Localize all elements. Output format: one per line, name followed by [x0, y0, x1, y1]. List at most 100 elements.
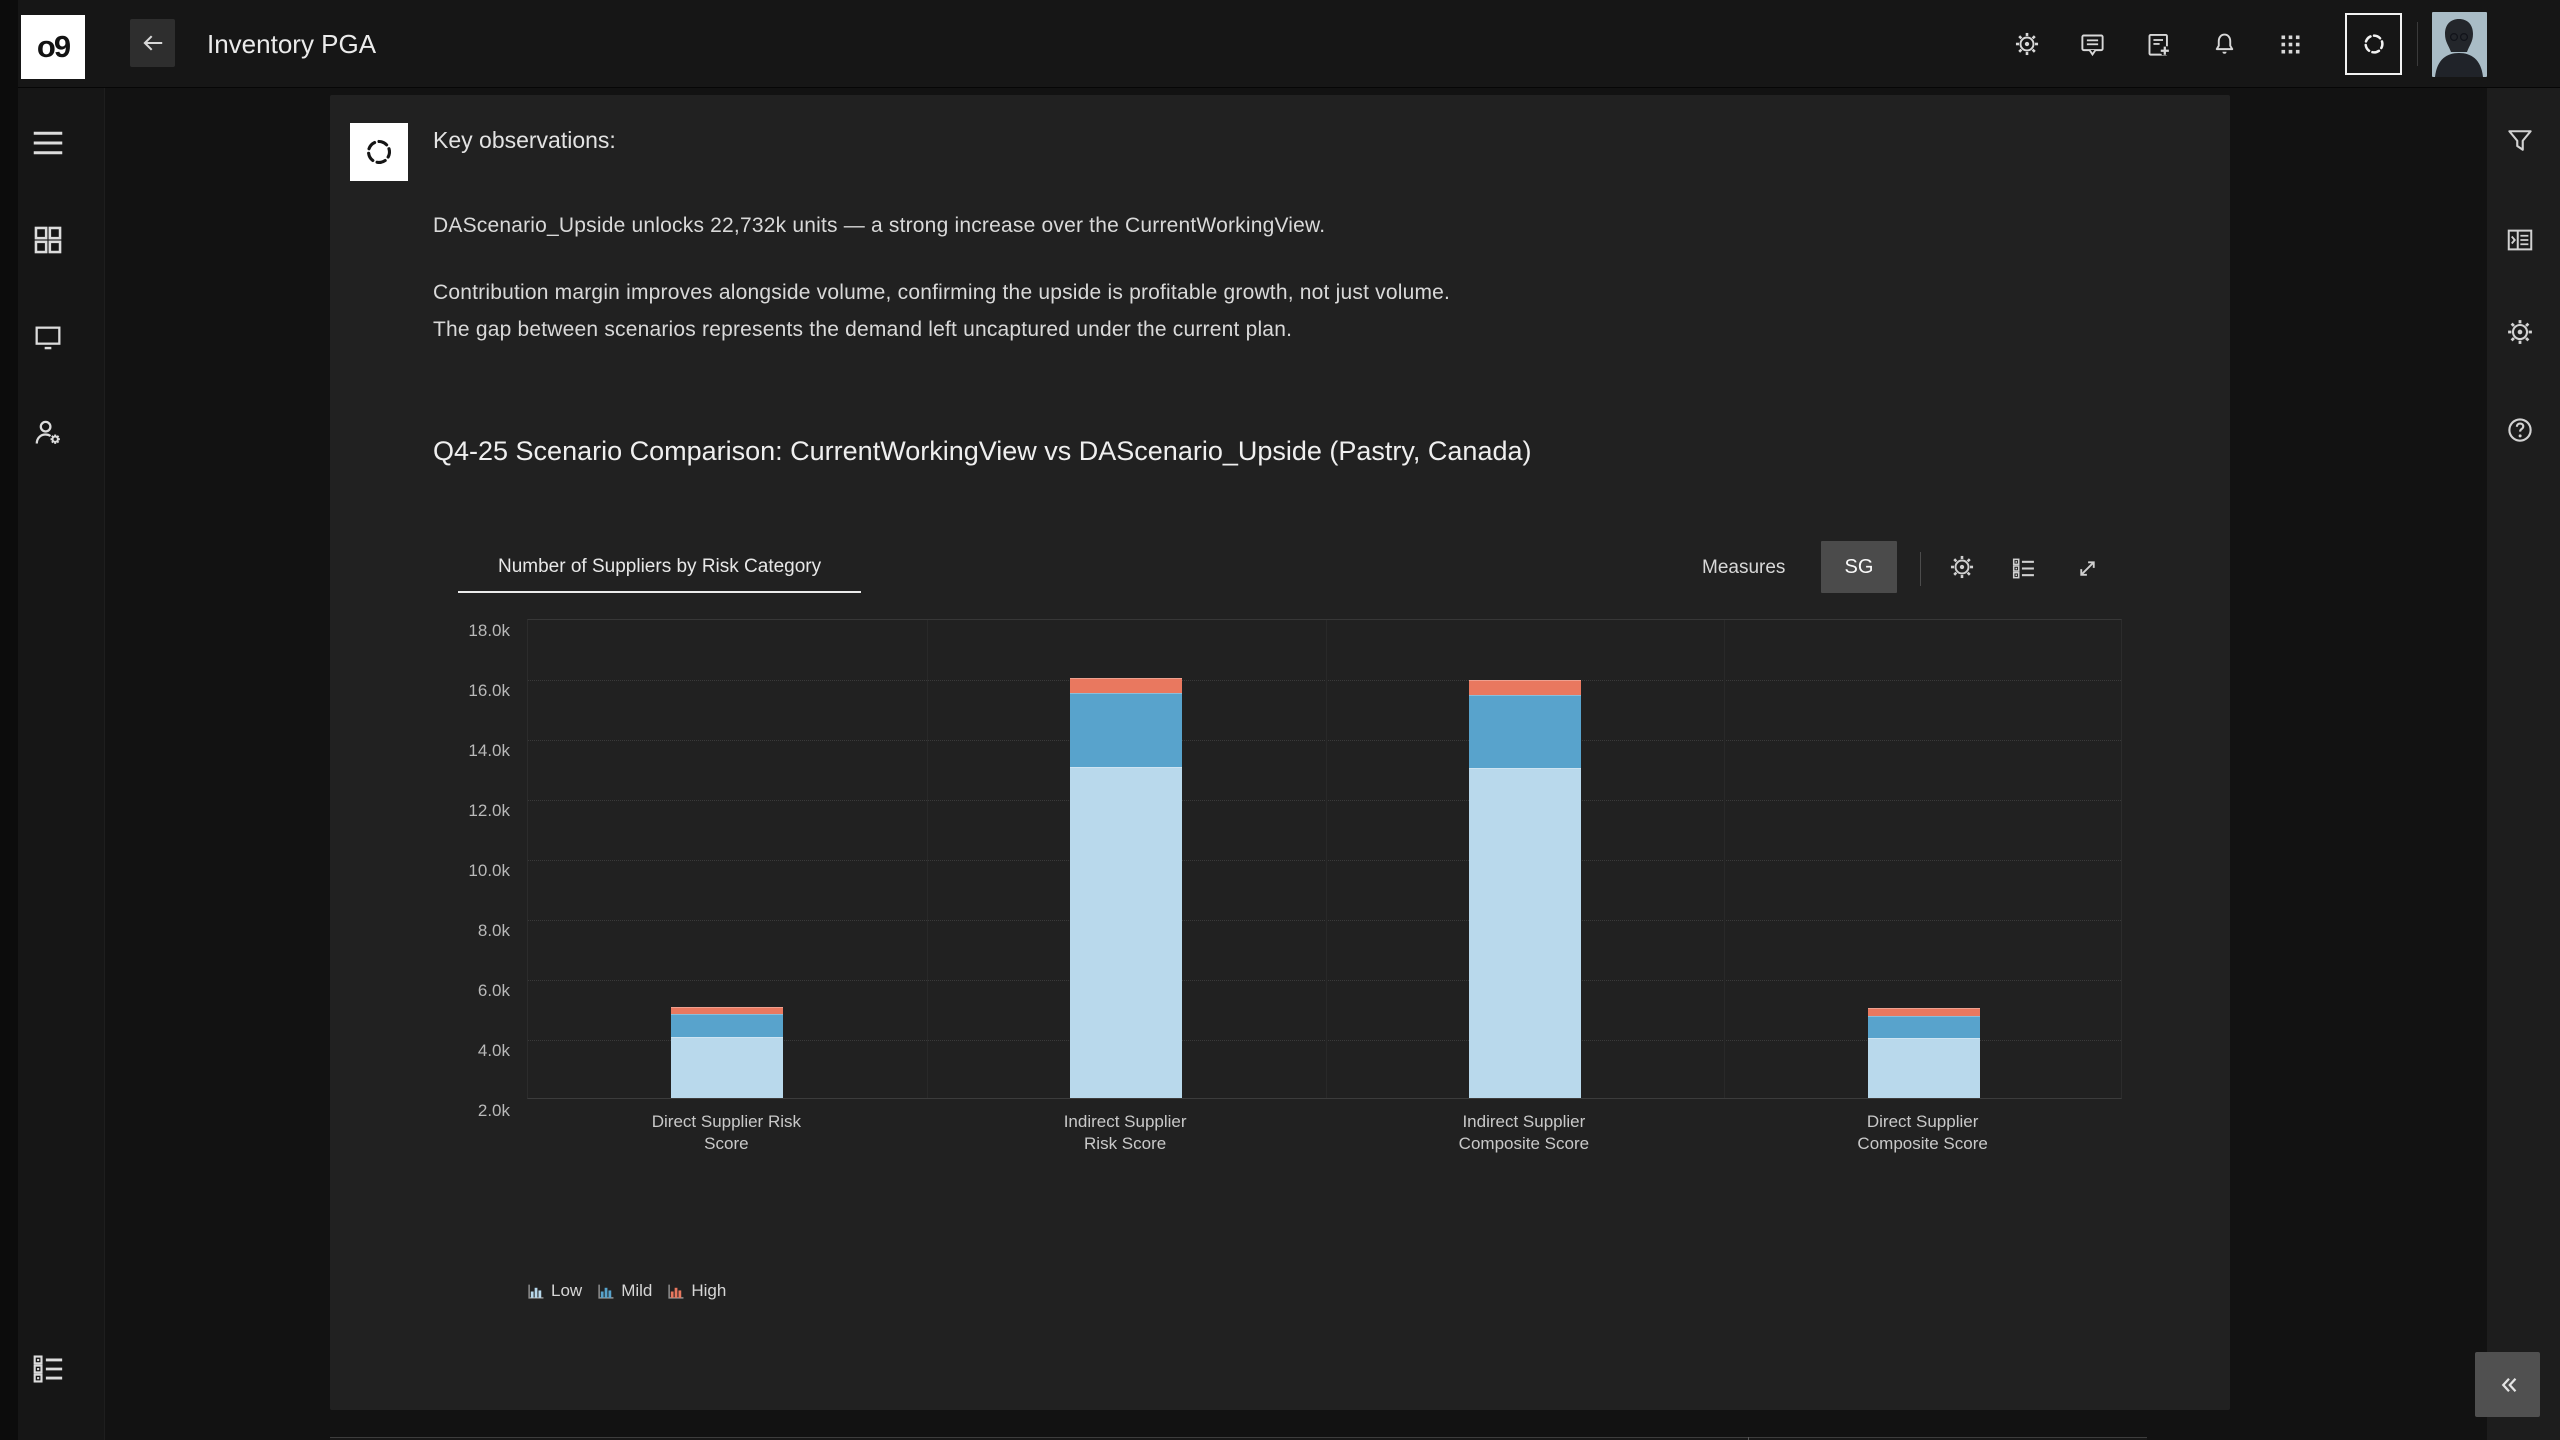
bar-4 [1867, 618, 1980, 1098]
x-axis-label: Indirect Supplier Composite Score [1458, 1112, 1590, 1153]
legend-label: Low [551, 1281, 583, 1300]
sidebar-workspaces-button[interactable] [31, 223, 65, 257]
header-actions [2014, 0, 2304, 88]
y-axis-tick: 4.0k [477, 1041, 510, 1060]
bar-segment-low[interactable] [1867, 1038, 1980, 1098]
help-button[interactable] [2505, 415, 2535, 445]
monitor-icon [32, 321, 64, 353]
y-axis-tick: 16.0k [468, 681, 510, 700]
x-axis-label: Direct Supplier Composite Score [1857, 1112, 1988, 1153]
help-circle-icon [2505, 415, 2535, 445]
legend-label: Mild [621, 1281, 653, 1300]
notifications-button[interactable] [2211, 31, 2238, 58]
gridline-horizontal [528, 860, 2121, 861]
apps-grid-icon [2277, 31, 2304, 58]
observations-title: Key observations: [433, 127, 616, 153]
gear-icon [2014, 31, 2040, 57]
gridline-vertical [926, 620, 928, 1098]
observation-line-3: The gap between scenarios represents the… [433, 318, 1293, 341]
y-axis-tick: 14.0k [468, 741, 510, 760]
user-avatar[interactable] [2432, 12, 2487, 77]
note-add-icon [2145, 31, 2172, 58]
app-launcher-button[interactable] [2277, 31, 2304, 58]
top-header: Inventory PGA [0, 0, 2560, 88]
legend-item-mild[interactable]: Mild [597, 1281, 652, 1301]
bar-segment-mild[interactable] [1468, 694, 1581, 768]
side-panel-list-icon [2505, 225, 2535, 255]
filter-button[interactable] [2505, 126, 2535, 156]
sidebar-screens-button[interactable] [32, 321, 64, 353]
list-squares-icon [31, 1352, 65, 1386]
bar-segment-high[interactable] [1867, 1008, 1980, 1016]
user-gear-icon [32, 416, 64, 448]
chart-settings-button[interactable] [1949, 554, 1975, 580]
plot-area [527, 619, 2122, 1099]
chart-y-axis: 18.0k 16.0k 14.0k 12.0k 10.0k 8.0k 6.0k 4.0k 2.0… [370, 619, 510, 1120]
toolbar-divider [1920, 552, 1921, 586]
collapse-panel-button[interactable] [2475, 1352, 2540, 1417]
bar-segment-mild[interactable] [1867, 1015, 1980, 1038]
bar-segment-low[interactable] [1468, 768, 1581, 1098]
left-edge-strip [0, 0, 18, 1440]
sidebar-menu-button[interactable] [30, 125, 66, 161]
gear-icon [2506, 318, 2534, 346]
measures-sg-button[interactable]: SG [1821, 541, 1897, 593]
bar-segment-high[interactable] [1070, 678, 1183, 693]
chart-x-axis: Direct Supplier Risk Score Indirect Suppli… [527, 1111, 2122, 1155]
double-chevron-left-icon [2493, 1370, 2523, 1400]
sidebar-detail-list-button[interactable] [31, 1352, 65, 1386]
gridline-horizontal [528, 980, 2121, 981]
bar-segment-low[interactable] [671, 1036, 784, 1098]
expand-diagonal-icon [2075, 556, 2100, 581]
ai-observation-tile [350, 123, 408, 181]
right-sidebar [2487, 88, 2560, 1440]
mini-bar-chart-icon [528, 1284, 544, 1299]
avatar-photo [2432, 12, 2487, 77]
observation-line-2: Contribution margin improves alongside v… [433, 281, 1451, 304]
next-panel-top-edge [330, 1437, 2147, 1440]
ai-assistant-button[interactable] [2345, 13, 2402, 75]
chart-legend: Low Mild High [527, 1281, 726, 1301]
legend-item-high[interactable]: High [667, 1281, 726, 1301]
o9-logo[interactable]: o9 [21, 15, 85, 79]
legend-label: High [691, 1281, 727, 1300]
bar-segment-mild[interactable] [1070, 693, 1183, 767]
comment-icon [2079, 31, 2106, 58]
x-axis-label: Direct Supplier Risk Score [651, 1112, 801, 1153]
bar-segment-mild[interactable] [671, 1014, 784, 1037]
mini-bar-chart-icon [598, 1284, 614, 1299]
data-panel-button[interactable] [2505, 225, 2535, 255]
header-divider [2417, 22, 2418, 66]
back-button[interactable] [130, 19, 175, 67]
gridline-horizontal [528, 740, 2121, 741]
bar-2 [1070, 618, 1183, 1098]
next-panel-divider-tick [1748, 1437, 1749, 1440]
filter-funnel-icon [2505, 126, 2535, 156]
x-axis-label: Indirect Supplier Risk Score [1063, 1112, 1187, 1153]
sidebar-user-admin-button[interactable] [32, 416, 64, 448]
y-axis-tick: 6.0k [477, 981, 510, 1000]
y-axis-tick: 10.0k [468, 861, 510, 880]
back-arrow-icon [140, 30, 166, 56]
bar-segment-high[interactable] [1468, 679, 1581, 695]
measures-label: Measures [1702, 557, 1786, 578]
add-note-button[interactable] [2145, 31, 2172, 58]
y-axis-tick: 18.0k [468, 621, 510, 640]
scenario-heading: Q4-25 Scenario Comparison: CurrentWorkin… [433, 436, 1532, 466]
bar-segment-high[interactable] [671, 1006, 784, 1014]
settings-button[interactable] [2014, 31, 2040, 57]
observations-card: Key observations: DAScenario_Upside unlo… [330, 95, 2230, 1410]
observation-line-1: DAScenario_Upside unlocks 22,732k units … [433, 214, 1326, 237]
panel-settings-button[interactable] [2506, 318, 2534, 346]
bar-segment-low[interactable] [1070, 766, 1183, 1098]
hamburger-menu-icon [30, 125, 66, 161]
legend-item-low[interactable]: Low [527, 1281, 582, 1301]
chart-tab[interactable]: Number of Suppliers by Risk Category [458, 543, 862, 593]
list-squares-icon [2011, 556, 2036, 581]
chart-legend-list-button[interactable] [2011, 556, 2036, 581]
grid-2x2-icon [31, 223, 65, 257]
comments-button[interactable] [2079, 31, 2106, 58]
gridline-horizontal [528, 1040, 2121, 1041]
chart-expand-button[interactable] [2075, 556, 2100, 581]
